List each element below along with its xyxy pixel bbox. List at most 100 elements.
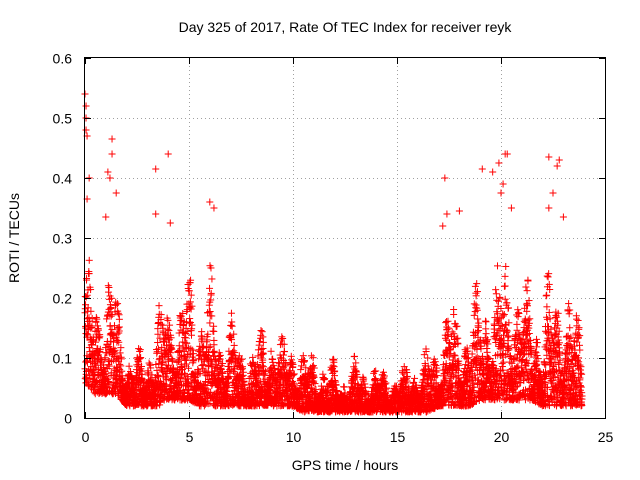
data-point [502, 262, 510, 270]
data-point [117, 362, 125, 370]
data-point [85, 270, 93, 278]
data-point [107, 312, 115, 320]
data-point [500, 310, 508, 318]
data-point [278, 333, 286, 341]
data-point [542, 292, 550, 300]
data-point [228, 322, 236, 330]
data-point [450, 306, 458, 314]
data-point [514, 306, 522, 314]
data-point [279, 334, 287, 342]
data-point [154, 330, 162, 338]
data-point [186, 315, 194, 323]
data-point [105, 361, 113, 369]
data-point [105, 380, 113, 388]
data-point [450, 351, 458, 359]
data-point [522, 283, 530, 291]
data-point [111, 346, 119, 354]
data-point [533, 335, 541, 343]
data-point [136, 347, 144, 355]
data-point [208, 275, 216, 283]
data-point [492, 290, 500, 298]
data-point [119, 377, 127, 385]
data-point [135, 355, 143, 363]
data-point [256, 338, 264, 346]
data-point [114, 324, 122, 332]
data-point [543, 291, 551, 299]
data-point [117, 344, 125, 352]
data-point [206, 319, 214, 327]
data-point [258, 351, 266, 359]
data-point [84, 304, 92, 312]
data-point [107, 303, 115, 311]
data-point [155, 302, 163, 310]
data-point [227, 321, 235, 329]
data-point [105, 283, 113, 291]
data-point [112, 301, 120, 309]
data-point [96, 333, 104, 341]
data-point [482, 318, 490, 326]
data-point [85, 314, 93, 322]
data-point [98, 357, 106, 365]
data-point [494, 297, 502, 305]
data-point [411, 374, 419, 382]
data-point [483, 348, 491, 356]
data-point [500, 358, 508, 366]
data-point [493, 262, 501, 270]
data-point [340, 383, 348, 391]
data-point [115, 323, 123, 331]
data-point [524, 277, 532, 285]
data-point [257, 326, 265, 334]
data-point [84, 331, 92, 339]
data-point [82, 293, 90, 301]
data-point [135, 345, 143, 353]
data-point [206, 284, 214, 292]
data-point [533, 339, 541, 347]
data-point [108, 294, 116, 302]
data-point [86, 374, 94, 382]
data-point [482, 330, 490, 338]
data-point [166, 321, 174, 329]
data-point [207, 289, 215, 297]
data-point [553, 313, 561, 321]
data-point [88, 314, 96, 322]
data-point [85, 256, 93, 264]
data-point [136, 346, 144, 354]
data-point [523, 287, 531, 295]
data-point [87, 307, 95, 315]
data-point [533, 343, 541, 351]
data-point [420, 351, 428, 359]
data-point [258, 328, 266, 336]
data-point [116, 360, 124, 368]
data-point [281, 348, 289, 356]
data-point [115, 315, 123, 323]
data-point [125, 362, 133, 370]
data-point [370, 368, 378, 376]
data-point [96, 345, 104, 353]
data-point [501, 282, 509, 290]
data-point [297, 366, 305, 374]
data-point [114, 300, 122, 308]
data-point [492, 286, 500, 294]
data-point [114, 337, 122, 345]
data-point [118, 377, 126, 385]
data-points [81, 90, 586, 416]
data-point [518, 357, 526, 365]
data-point [198, 328, 206, 336]
data-point [470, 311, 478, 319]
data-point [92, 338, 100, 346]
data-point [210, 347, 218, 355]
data-point [227, 309, 235, 317]
data-point [114, 309, 122, 317]
data-point [351, 352, 359, 360]
data-point [93, 315, 101, 323]
data-point [137, 354, 145, 362]
data-point [87, 286, 95, 294]
data-point [102, 374, 110, 382]
data-point [501, 272, 509, 280]
data-point [115, 338, 123, 346]
data-point [267, 347, 275, 355]
data-point [203, 336, 211, 344]
data-point [94, 326, 102, 334]
data-point [199, 361, 207, 369]
